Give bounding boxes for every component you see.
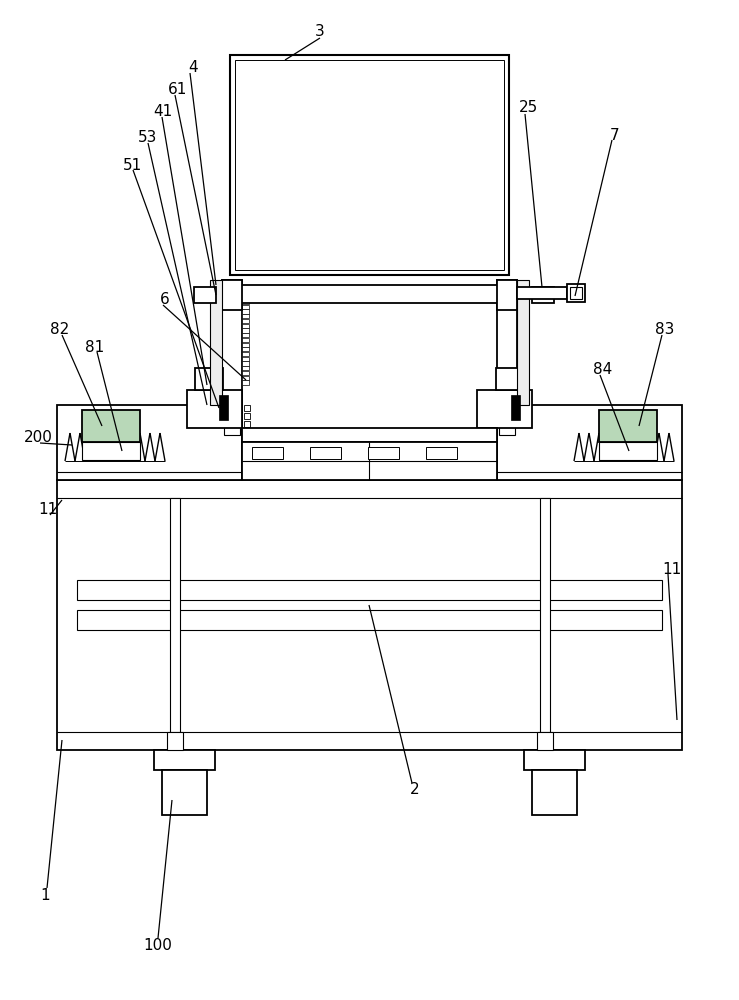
Bar (242, 305, 249, 309)
Bar (497, 280, 517, 310)
Bar (511, 395, 520, 420)
Bar (167, 732, 183, 750)
Bar (244, 413, 250, 419)
Bar (82, 410, 140, 442)
Text: 81: 81 (86, 340, 105, 355)
Text: 6: 6 (160, 292, 170, 308)
Bar (57, 405, 242, 480)
Bar (235, 60, 504, 270)
Text: 82: 82 (50, 322, 69, 338)
Text: 7: 7 (610, 127, 620, 142)
Bar (242, 300, 249, 304)
Bar (77, 580, 662, 600)
Text: 84: 84 (593, 362, 613, 377)
Bar (517, 287, 567, 299)
Bar (488, 413, 494, 419)
Text: 2: 2 (410, 782, 420, 798)
Text: 53: 53 (138, 130, 157, 145)
Text: 11: 11 (662, 562, 681, 578)
Bar (532, 287, 554, 303)
Bar (524, 750, 585, 770)
Bar (242, 342, 249, 347)
Bar (488, 421, 494, 427)
Bar (210, 280, 222, 405)
Bar (499, 405, 515, 435)
Bar (426, 447, 457, 459)
Bar (310, 447, 341, 459)
Bar (477, 390, 532, 428)
Bar (154, 750, 215, 770)
Bar (599, 410, 657, 442)
Bar (242, 376, 249, 380)
Text: 3: 3 (315, 24, 325, 39)
Bar (244, 421, 250, 427)
Text: 25: 25 (518, 101, 538, 115)
Bar (242, 380, 249, 385)
Bar (368, 447, 399, 459)
Bar (244, 405, 250, 411)
Bar (162, 770, 207, 815)
Bar (242, 328, 249, 333)
Text: 100: 100 (143, 938, 172, 952)
Text: 83: 83 (655, 322, 675, 338)
Text: 1: 1 (40, 888, 50, 902)
Bar (599, 442, 657, 460)
Bar (230, 55, 509, 275)
Bar (222, 280, 242, 310)
Bar (187, 390, 242, 428)
Bar (496, 368, 524, 390)
Bar (537, 732, 553, 750)
Bar (242, 314, 249, 318)
Text: 4: 4 (188, 60, 198, 76)
Bar (567, 284, 585, 302)
Bar (242, 428, 497, 442)
Bar (77, 610, 662, 630)
Bar (57, 480, 682, 750)
Bar (242, 338, 249, 342)
Text: 51: 51 (123, 157, 143, 172)
Bar (242, 319, 249, 323)
Bar (242, 347, 249, 351)
Bar (219, 395, 228, 420)
Bar (242, 361, 249, 366)
Bar (488, 405, 494, 411)
Bar (242, 357, 249, 361)
Bar (242, 309, 249, 314)
Bar (82, 442, 140, 460)
Text: 41: 41 (154, 104, 173, 119)
Bar (242, 333, 249, 337)
Bar (517, 280, 529, 405)
Bar (497, 280, 517, 405)
Text: 61: 61 (168, 83, 188, 98)
Bar (497, 405, 682, 480)
Bar (242, 352, 249, 356)
Bar (242, 324, 249, 328)
Bar (570, 287, 582, 299)
Bar (222, 280, 242, 405)
Text: 11: 11 (38, 502, 58, 518)
Bar (242, 371, 249, 375)
Bar (170, 498, 180, 732)
Bar (242, 442, 497, 480)
Bar (242, 366, 249, 370)
Bar (252, 447, 283, 459)
Bar (532, 770, 577, 815)
Bar (540, 498, 550, 732)
Bar (224, 405, 240, 435)
Bar (195, 368, 223, 390)
Bar (194, 287, 216, 303)
Bar (222, 285, 517, 303)
Text: 200: 200 (24, 430, 52, 446)
